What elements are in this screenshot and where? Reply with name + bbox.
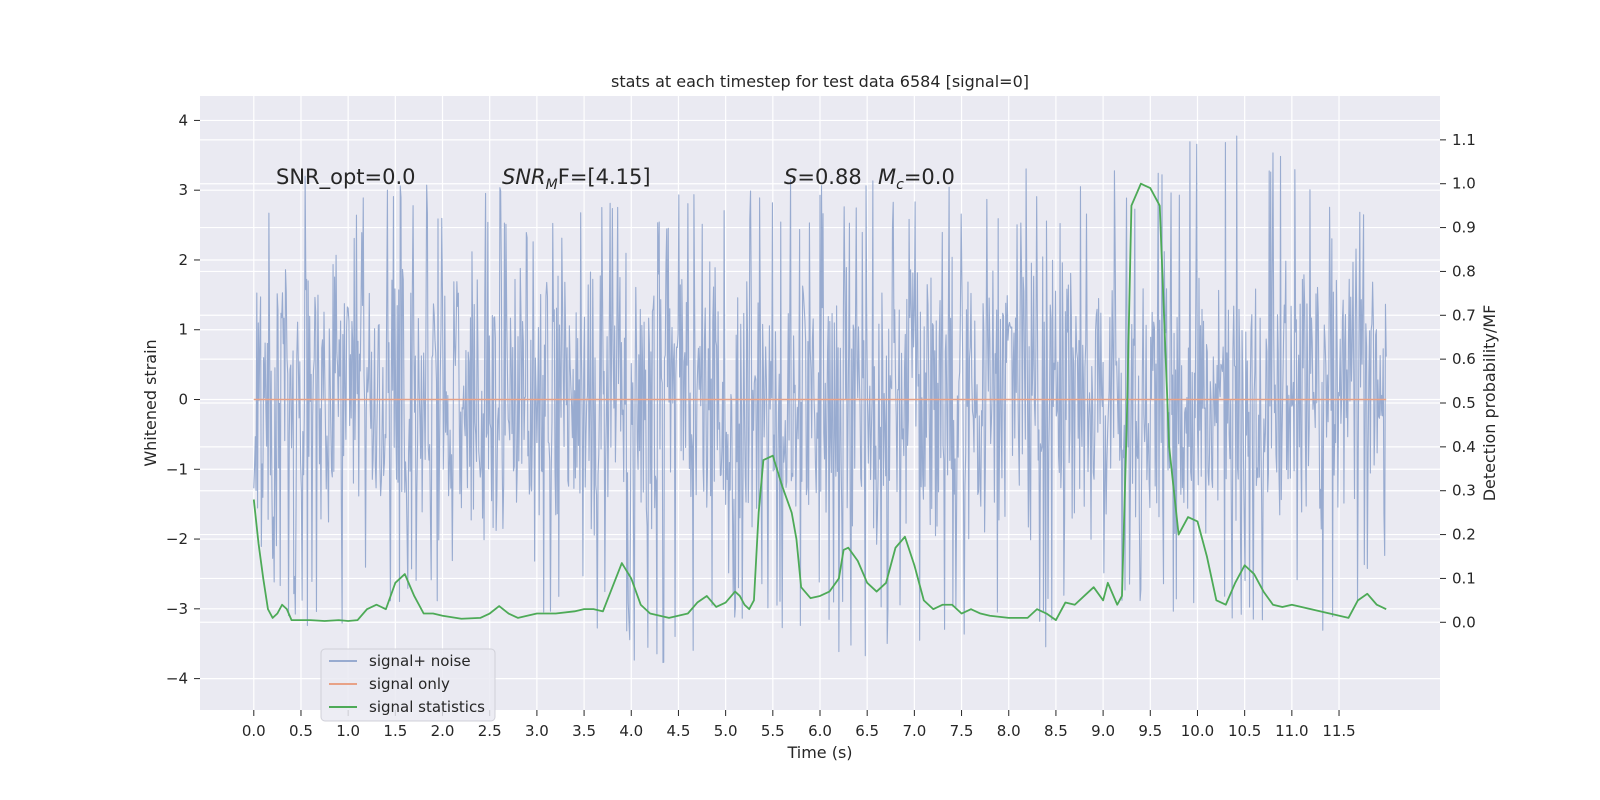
x-tick-label: 6.5 (855, 722, 879, 740)
left-y-tick-label: 2 (178, 251, 188, 269)
legend-label-signal-only: signal only (369, 675, 450, 693)
annotation-snr-opt: SNR_opt=0.0 (276, 165, 416, 190)
right-y-axis-label: Detection probability/MF (1480, 305, 1499, 502)
series-signal-statistics (252, 182, 1387, 622)
legend: signal+ noise signal only signal statist… (320, 648, 496, 722)
legend-box (320, 648, 496, 722)
x-tick-label: 8.0 (997, 722, 1021, 740)
x-tick-label: 7.0 (902, 722, 926, 740)
x-tick-label: 7.5 (950, 722, 974, 740)
x-tick-label: 10.5 (1228, 722, 1261, 740)
left-y-axis-label: Whitened strain (141, 339, 160, 466)
x-tick-label: 0.0 (242, 722, 266, 740)
annotation-s: S=0.88 (784, 165, 862, 189)
x-tick-label: 1.5 (383, 722, 407, 740)
left-y-tick-label: 3 (178, 181, 188, 199)
legend-label-signal-noise: signal+ noise (369, 652, 471, 670)
x-tick-label: 11.0 (1275, 722, 1308, 740)
x-tick-label: 9.0 (1091, 722, 1115, 740)
right-y-tick-label: 0.6 (1452, 350, 1476, 368)
legend-label-signal-statistics: signal statistics (369, 698, 485, 716)
right-y-tick-label: 1.0 (1452, 175, 1476, 193)
x-tick-label: 6.0 (808, 722, 832, 740)
left-y-tick-label: −1 (166, 460, 188, 478)
annotation-mc: Mc=0.0 (878, 165, 955, 193)
x-tick-label: 8.5 (1044, 722, 1068, 740)
right-y-tick-label: 0.4 (1452, 438, 1476, 456)
left-y-tick-label: 4 (178, 111, 188, 129)
annotation-mc-name: M (878, 165, 896, 189)
series-layer (252, 135, 1387, 664)
right-y-tick-label: 0.5 (1452, 394, 1476, 412)
left-y-tick-label: −2 (166, 530, 188, 548)
x-tick-label: 5.0 (714, 722, 738, 740)
right-y-tick-label: 0.8 (1452, 262, 1476, 280)
annotation-mc-rest: =0.0 (904, 165, 955, 189)
x-tick-label: 2.5 (478, 722, 502, 740)
right-y-tick-label: 0.9 (1452, 219, 1476, 237)
x-tick-label: 4.5 (667, 722, 691, 740)
annotation-s-name: S (784, 165, 797, 189)
x-tick-label: 3.5 (572, 722, 596, 740)
x-tick-label: 9.5 (1138, 722, 1162, 740)
right-y-tick-label: 0.0 (1452, 613, 1476, 631)
right-y-tick-label: 0.7 (1452, 306, 1476, 324)
series-signal-noise (253, 135, 1387, 664)
tick-layer: 0.0 0.5 1.0 1.5 2.0 2.5 3.0 3.5 4.0 4.5 5.0 5.5 6.0 6… (166, 111, 1476, 740)
annotation-s-rest: =0.88 (797, 165, 861, 189)
chart-title: stats at each timestep for test data 658… (611, 72, 1029, 91)
annotation-mc-sub: c (896, 177, 904, 193)
annotations: SNR_opt=0.0 SNRMF=[4.15] S=0.88 Mc=0.0 (276, 165, 955, 193)
right-y-tick-label: 1.1 (1452, 131, 1476, 149)
x-axis-label: Time (s) (786, 743, 852, 762)
annotation-snr-mf-name: SNR (502, 165, 546, 189)
annotation-snr-mf-sub: M (546, 177, 558, 193)
x-tick-label: 2.0 (431, 722, 455, 740)
left-y-tick-label: −3 (166, 600, 188, 618)
left-y-tick-label: 0 (178, 391, 188, 409)
x-tick-label: 5.5 (761, 722, 785, 740)
x-tick-label: 3.0 (525, 722, 549, 740)
x-tick-label: 10.0 (1181, 722, 1214, 740)
x-tick-label: 4.0 (619, 722, 643, 740)
left-y-tick-label: 1 (178, 321, 188, 339)
right-y-tick-label: 0.2 (1452, 526, 1476, 544)
x-tick-label: 1.0 (336, 722, 360, 740)
left-y-tick-label: −4 (166, 670, 188, 688)
right-y-tick-label: 0.1 (1452, 569, 1476, 587)
annotation-snr-mf-rest: F=[4.15] (558, 165, 651, 189)
x-tick-label: 11.5 (1322, 722, 1355, 740)
annotation-snr-mf: SNRMF=[4.15] (502, 165, 651, 193)
x-tick-label: 0.5 (289, 722, 313, 740)
right-y-tick-label: 0.3 (1452, 482, 1476, 500)
